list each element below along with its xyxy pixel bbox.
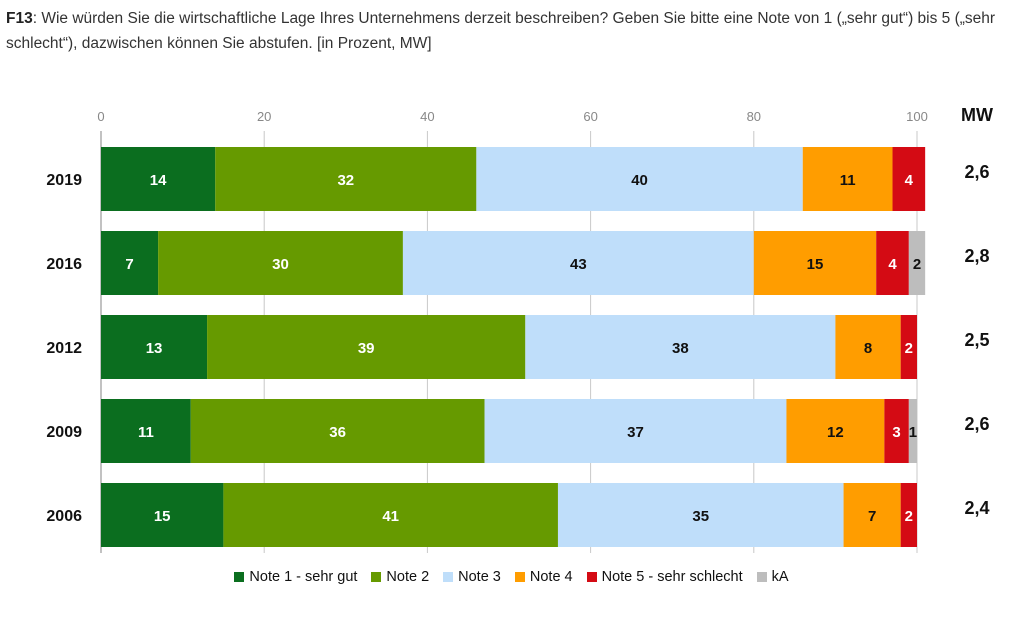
legend-item: Note 4 <box>514 569 573 585</box>
mw-header: MW <box>961 105 993 125</box>
bar-segment <box>484 399 787 463</box>
bar-segment <box>101 399 191 463</box>
data-label: 2 <box>905 340 913 357</box>
legend-label: Note 2 <box>386 569 430 585</box>
mw-value: 2,5 <box>964 330 989 350</box>
legend-label: Note 1 - sehr gut <box>249 569 358 585</box>
bar-segment <box>525 315 836 379</box>
mw-value: 2,6 <box>964 162 989 182</box>
legend-label: Note 3 <box>458 569 501 585</box>
data-label: 15 <box>154 508 171 525</box>
bar-segment <box>802 147 893 211</box>
x-tick-label: 40 <box>420 109 434 124</box>
bar-segment <box>215 147 477 211</box>
legend-item: Note 2 <box>371 569 429 585</box>
bar-segment <box>843 483 901 547</box>
chart-legend: Note 1 - sehr gut Note 2 Note 3 Note 4 Note … <box>0 566 1023 588</box>
bar-segment <box>476 147 803 211</box>
x-tick-label: 20 <box>257 109 271 124</box>
legend-swatch <box>234 572 245 582</box>
bar-segment <box>753 231 877 295</box>
bar-segment <box>908 231 926 295</box>
bar-segment <box>158 231 403 295</box>
legend-swatch <box>514 572 525 582</box>
data-label: 8 <box>864 340 872 357</box>
bar-segment <box>207 315 526 379</box>
category-label: 2019 <box>46 172 82 189</box>
mw-value: 2,6 <box>964 414 989 434</box>
bar-segment <box>876 231 909 295</box>
category-label: 2009 <box>46 424 82 441</box>
bar-segment <box>190 399 485 463</box>
x-tick-label: 100 <box>906 109 928 124</box>
legend-label: Note 5 - sehr schlecht <box>601 569 743 585</box>
data-label: 37 <box>627 424 644 441</box>
bar-segment <box>101 315 208 379</box>
data-label: 35 <box>692 508 709 525</box>
data-label: 30 <box>272 256 289 273</box>
bar-segment <box>101 147 216 211</box>
x-tick-label: 60 <box>583 109 597 124</box>
legend-item: Note 5 - sehr schlecht <box>586 569 743 585</box>
bar-segment <box>900 483 917 547</box>
legend-item: kA <box>756 569 789 585</box>
data-label: 39 <box>358 340 375 357</box>
data-label: 1 <box>909 424 917 441</box>
data-label: 13 <box>146 340 163 357</box>
legend-item: Note 3 <box>443 569 501 585</box>
bar-segment <box>101 483 224 547</box>
data-label: 14 <box>150 172 167 189</box>
data-label: 40 <box>631 172 648 189</box>
legend-swatch <box>756 572 767 582</box>
data-label: 7 <box>868 508 876 525</box>
question-text: F13: Wie würden Sie die wirtschaftliche … <box>6 6 1016 56</box>
data-label: 3 <box>892 424 900 441</box>
category-label: 2016 <box>46 256 82 273</box>
bar-segment <box>223 483 558 547</box>
data-label: 43 <box>570 256 587 273</box>
data-label: 32 <box>337 172 354 189</box>
legend-label: kA <box>771 569 789 585</box>
x-tick-label: 80 <box>747 109 761 124</box>
category-label: 2006 <box>46 508 82 525</box>
data-label: 15 <box>807 256 824 273</box>
bar-segment <box>101 231 159 295</box>
data-label: 2 <box>905 508 913 525</box>
bar-segment <box>786 399 885 463</box>
data-label: 41 <box>382 508 399 525</box>
bar-segment <box>835 315 901 379</box>
data-label: 12 <box>827 424 844 441</box>
data-label: 11 <box>138 424 154 441</box>
bar-segment <box>884 399 909 463</box>
legend-item: Note 1 - sehr gut <box>234 569 357 585</box>
category-label: 2012 <box>46 340 82 357</box>
bar-segment <box>557 483 844 547</box>
x-tick-label: 0 <box>97 109 104 124</box>
question-number: F13 <box>6 10 33 27</box>
data-label: 4 <box>888 256 897 273</box>
legend-swatch <box>586 572 597 582</box>
data-label: 38 <box>672 340 689 357</box>
legend-label: Note 4 <box>529 569 573 585</box>
data-label: 2 <box>913 256 921 273</box>
bar-segment <box>892 147 926 211</box>
data-label: 11 <box>840 172 856 189</box>
data-label: 36 <box>329 424 346 441</box>
question-body: : Wie würden Sie die wirtschaftliche Lag… <box>6 10 996 52</box>
legend-swatch <box>443 572 454 582</box>
mw-value: 2,8 <box>964 246 989 266</box>
data-label: 7 <box>125 256 133 273</box>
bar-segment <box>908 399 917 463</box>
bar-segment <box>900 315 917 379</box>
bar-segment <box>402 231 754 295</box>
mw-value: 2,4 <box>964 498 989 518</box>
data-label: 4 <box>905 172 914 189</box>
legend-swatch <box>371 572 382 582</box>
